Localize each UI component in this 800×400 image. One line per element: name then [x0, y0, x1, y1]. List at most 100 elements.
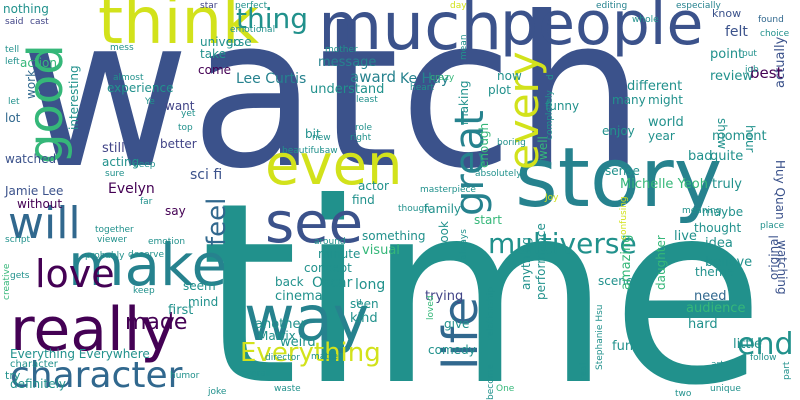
- word: Ke Huy: [400, 71, 450, 87]
- word: left: [5, 57, 20, 67]
- word: start: [474, 213, 502, 227]
- word: maybe: [702, 205, 744, 219]
- word: Joy: [545, 193, 559, 203]
- word: director: [265, 353, 300, 363]
- word: come: [198, 63, 232, 77]
- word: without: [17, 197, 63, 211]
- word: creative: [2, 263, 12, 300]
- word: beautiful: [282, 146, 322, 156]
- word: back: [275, 275, 304, 289]
- word: u: [356, 297, 362, 307]
- word: Everything: [240, 338, 381, 368]
- word: want: [165, 99, 195, 113]
- word: might: [648, 93, 683, 107]
- word: new: [312, 133, 331, 143]
- word: seem: [183, 279, 216, 293]
- word: acting: [102, 155, 140, 169]
- word: lot: [5, 111, 21, 125]
- word: something: [362, 229, 426, 243]
- word: performance: [534, 223, 548, 300]
- word: end: [737, 327, 794, 362]
- word: life: [433, 296, 489, 370]
- word: experience: [107, 81, 174, 95]
- word: many: [612, 93, 646, 107]
- word: character: [10, 355, 183, 396]
- word: yet: [181, 109, 196, 119]
- word: Matrix: [258, 329, 296, 343]
- word: work: [24, 69, 38, 99]
- word: enough: [477, 122, 491, 168]
- word: amazing: [619, 234, 634, 290]
- word: quite: [710, 149, 744, 164]
- word: still: [102, 141, 125, 156]
- word: meaning: [682, 206, 722, 216]
- word: least: [356, 95, 378, 105]
- word: Michelle Yeoh: [620, 177, 708, 192]
- word: need: [694, 289, 727, 304]
- word: One: [496, 384, 515, 394]
- word: whole: [632, 15, 659, 25]
- word: see: [265, 191, 364, 256]
- word: believe: [705, 255, 753, 270]
- word: anything: [519, 237, 533, 290]
- word: said: [5, 17, 24, 27]
- word: viewer: [97, 235, 127, 245]
- word: emotion: [148, 237, 186, 247]
- word: cinema: [275, 289, 323, 304]
- word: take: [200, 47, 226, 61]
- word: feel: [202, 197, 232, 246]
- word: mind: [188, 295, 219, 309]
- word: now: [497, 69, 522, 83]
- word: definitely: [10, 377, 67, 391]
- word: way: [244, 282, 370, 355]
- word: masterpiece: [420, 185, 476, 195]
- word: day: [450, 1, 467, 11]
- word: love: [35, 252, 115, 296]
- word: always: [459, 229, 469, 260]
- word: almost: [113, 73, 144, 83]
- word: minute: [318, 247, 361, 261]
- word: gets: [10, 271, 30, 281]
- word: truly: [712, 177, 742, 192]
- word: loved: [426, 295, 436, 320]
- word: audience: [686, 301, 746, 316]
- word: put: [742, 49, 757, 59]
- word: Everything Everywhere: [10, 347, 150, 361]
- word: part: [782, 361, 792, 380]
- word: really: [10, 295, 176, 365]
- word: concept: [304, 261, 352, 275]
- word: world: [648, 115, 684, 130]
- word: make: [68, 231, 228, 299]
- word: say: [165, 204, 186, 218]
- word: Evelyn: [108, 181, 155, 197]
- word: know: [712, 7, 742, 20]
- word: review: [710, 69, 753, 84]
- word: little: [733, 337, 763, 352]
- word: well: [536, 136, 550, 160]
- word: give: [444, 317, 470, 331]
- word: better: [160, 137, 197, 151]
- word: waste: [274, 384, 301, 394]
- word: art: [711, 360, 724, 370]
- word: idea: [705, 236, 733, 251]
- word: interesting: [67, 65, 81, 130]
- word: point: [710, 47, 744, 62]
- word: will: [8, 198, 81, 249]
- word: plot: [488, 83, 511, 97]
- word: role: [355, 123, 373, 133]
- word: relationship: [486, 287, 496, 340]
- word: mother: [325, 45, 358, 55]
- word: found: [758, 15, 784, 25]
- word: Lee Curtis: [236, 71, 307, 87]
- word: think: [98, 0, 260, 59]
- word: joke: [208, 387, 227, 397]
- word: nothing: [3, 2, 49, 16]
- word: top: [178, 123, 193, 133]
- word: sense: [605, 164, 640, 178]
- word: thing: [236, 2, 309, 35]
- word: universe: [200, 35, 252, 49]
- word: confusing: [619, 196, 629, 240]
- word: script: [5, 235, 31, 245]
- word: try: [5, 369, 21, 382]
